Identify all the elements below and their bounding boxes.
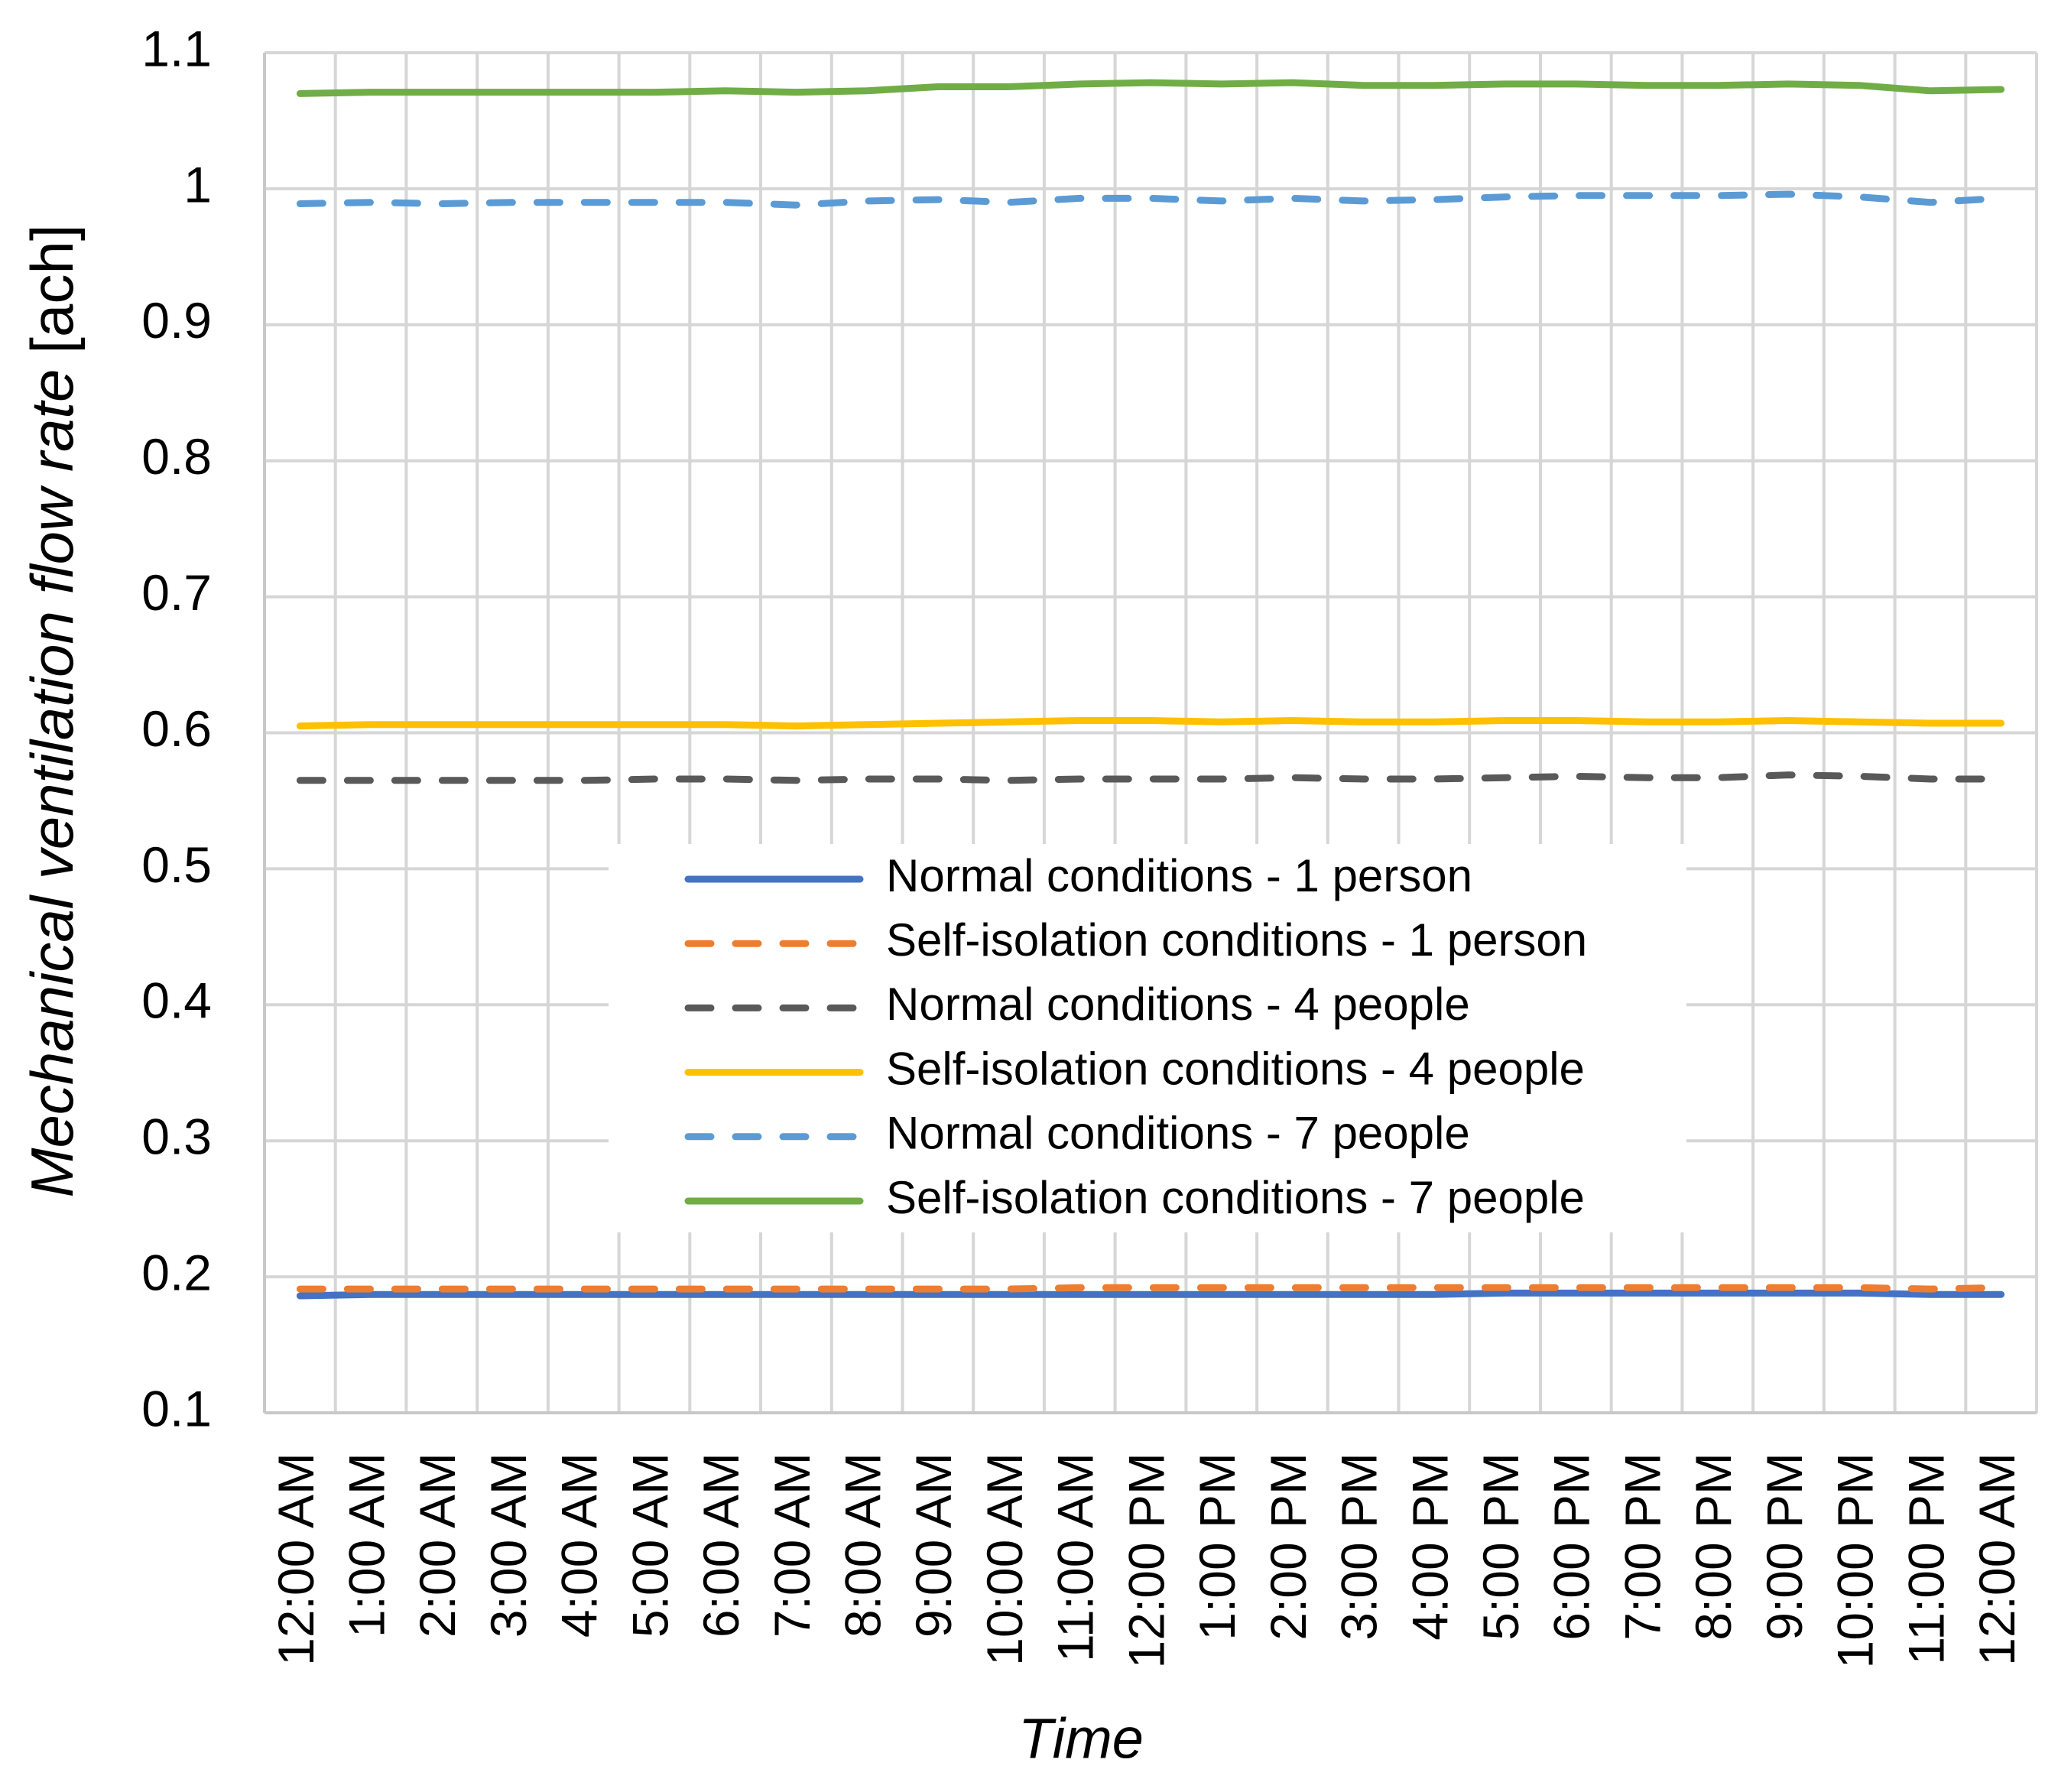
x-tick-label: 5:00 AM <box>622 1453 678 1638</box>
x-tick-label: 12:00 PM <box>1118 1453 1174 1669</box>
x-tick-label: 9:00 PM <box>1756 1453 1813 1641</box>
x-tick-label: 10:00 AM <box>976 1453 1033 1666</box>
y-tick-label: 0.3 <box>141 1109 212 1165</box>
x-tick-label: 3:00 AM <box>480 1453 537 1638</box>
x-tick-label: 3:00 PM <box>1331 1453 1388 1641</box>
x-tick-label: 8:00 AM <box>835 1453 891 1638</box>
legend-item: Self-isolation conditions - 1 person <box>684 914 1587 966</box>
series-lines <box>296 79 2005 1300</box>
legend-label: Normal conditions - 4 people <box>886 979 1470 1030</box>
x-tick-label: 2:00 AM <box>409 1453 466 1638</box>
y-tick-label: 0.9 <box>141 292 212 349</box>
y-tick-label: 0.8 <box>141 428 212 485</box>
x-tick-label: 11:00 AM <box>1047 1453 1104 1662</box>
y-axis-title-unit: [ach] <box>18 225 86 354</box>
series-line-3 <box>296 771 2005 784</box>
y-axis-title-main: Mechanical ventilation flow rate <box>18 369 86 1198</box>
x-tick-label: 1:00 PM <box>1189 1453 1245 1641</box>
y-axis-title: Mechanical ventilation flow rate [ach] <box>18 225 86 1198</box>
x-tick-label: 6:00 PM <box>1544 1453 1600 1641</box>
series-line-4 <box>296 717 2005 730</box>
x-tick-label: 12:00 AM <box>1969 1453 2025 1666</box>
axis-lines <box>263 53 2037 1414</box>
x-tick-label: 1:00 AM <box>339 1453 395 1638</box>
y-tick-label: 0.2 <box>141 1245 212 1301</box>
x-tick-label: 9:00 AM <box>905 1453 962 1638</box>
y-tick-label: 0.4 <box>141 972 212 1029</box>
legend-item: Normal conditions - 4 people <box>684 979 1470 1030</box>
y-tick-label: 1.1 <box>141 20 212 76</box>
legend-label: Self-isolation conditions - 7 people <box>886 1172 1585 1223</box>
series-line-2 <box>296 1284 2005 1293</box>
x-tick-label: 12:00 AM <box>268 1453 324 1666</box>
x-tick-label: 5:00 PM <box>1472 1453 1529 1641</box>
legend-item: Self-isolation conditions - 7 people <box>684 1172 1585 1223</box>
legend-background <box>609 844 1686 1232</box>
series-line-6 <box>296 79 2005 97</box>
legend-label: Normal conditions - 1 person <box>886 850 1472 901</box>
x-tick-label: 7:00 AM <box>764 1453 820 1638</box>
legend-label: Self-isolation conditions - 1 person <box>886 914 1587 966</box>
legend: Normal conditions - 1 person Self-isolati… <box>609 844 1686 1232</box>
legend-item: Self-isolation conditions - 4 people <box>684 1043 1585 1094</box>
x-tick-label: 8:00 PM <box>1685 1453 1742 1641</box>
legend-item: Normal conditions - 7 people <box>684 1108 1470 1159</box>
series-line-1 <box>296 1289 2005 1300</box>
y-tick-label: 1 <box>183 156 212 213</box>
x-axis-title: Time <box>1018 1707 1144 1771</box>
y-tick-label: 0.6 <box>141 700 212 757</box>
x-tick-label: 11:00 PM <box>1897 1453 1954 1665</box>
y-tick-label: 0.7 <box>141 564 212 621</box>
x-tick-label: 6:00 AM <box>693 1453 749 1638</box>
legend-label: Self-isolation conditions - 4 people <box>886 1043 1585 1094</box>
x-axis-tick-labels: 12:00 AM 1:00 AM 2:00 AM 3:00 AM 4:00 AM 5:00… <box>268 1453 2025 1669</box>
x-tick-label: 4:00 AM <box>551 1453 608 1638</box>
series-line-5 <box>296 190 2005 209</box>
x-tick-label: 7:00 PM <box>1614 1453 1670 1641</box>
legend-item: Normal conditions - 1 person <box>684 850 1472 901</box>
y-tick-label: 0.5 <box>141 836 212 893</box>
y-tick-label: 0.1 <box>141 1380 212 1437</box>
legend-label: Normal conditions - 7 people <box>886 1108 1470 1159</box>
x-tick-label: 10:00 PM <box>1827 1453 1884 1669</box>
x-tick-label: 2:00 PM <box>1260 1453 1316 1641</box>
y-axis-tick-labels: 0.1 0.2 0.3 0.4 0.5 0.6 0.7 0.8 0.9 1 1.1 <box>141 20 212 1437</box>
x-tick-label: 4:00 PM <box>1401 1453 1458 1641</box>
